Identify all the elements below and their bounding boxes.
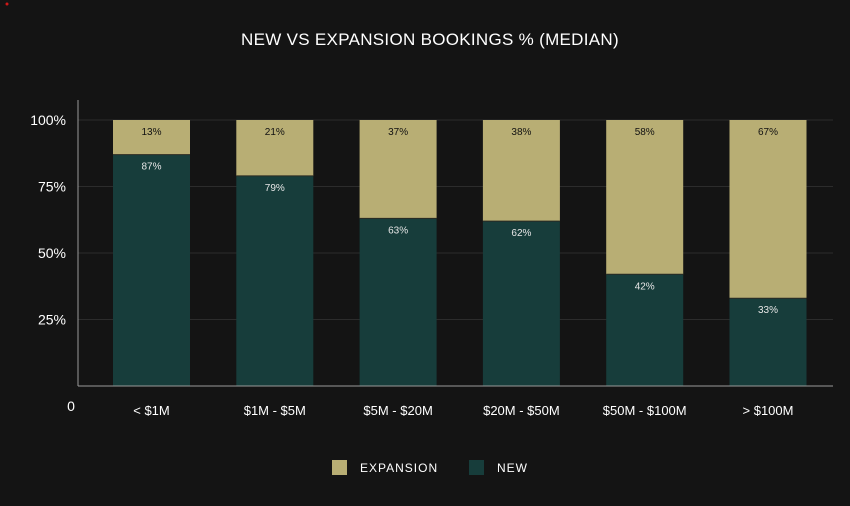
y-axis-ticks: 100% 75% 50% 25% 0 — [30, 112, 75, 414]
y-zero-label: 0 — [67, 398, 75, 414]
x-tick-label: > $100M — [743, 403, 794, 418]
bar-new-5 — [729, 298, 807, 386]
corner-marker — [5, 2, 9, 6]
legend-swatch-expansion — [332, 460, 347, 475]
y-tick-label: 50% — [38, 245, 66, 261]
data-label-expansion: 58% — [635, 127, 655, 138]
bar-new-4 — [606, 274, 684, 386]
y-tick-label: 75% — [38, 179, 66, 195]
legend-label-new: NEW — [497, 461, 528, 475]
chart-title: NEW VS EXPANSION BOOKINGS % (MEDIAN) — [241, 30, 619, 49]
legend-label-expansion: EXPANSION — [360, 461, 438, 475]
bar-expansion-5 — [729, 120, 807, 299]
data-label-new: 79% — [265, 183, 285, 194]
bar-expansion-0 — [113, 120, 190, 155]
data-label-expansion: 38% — [511, 127, 531, 138]
axes — [77, 100, 833, 387]
bar-expansion-2 — [359, 120, 437, 219]
bar-expansion-3 — [482, 120, 560, 222]
x-tick-label: $20M - $50M — [483, 403, 560, 418]
bar-new-1 — [236, 175, 314, 386]
data-label-expansion: 13% — [141, 127, 161, 138]
bar-new-2 — [359, 218, 437, 386]
bar-new-0 — [113, 154, 190, 386]
x-tick-label: < $1M — [133, 403, 170, 418]
bars: 87% 13% 79% 21% 63% 37% 62% 38% 42% 58% 33% 67% — [113, 120, 807, 386]
bar-new-3 — [482, 221, 560, 386]
data-label-new: 33% — [758, 305, 778, 316]
data-label-expansion: 37% — [388, 127, 408, 138]
data-label-new: 63% — [388, 225, 408, 236]
data-label-new: 62% — [511, 228, 531, 239]
data-label-expansion: 67% — [758, 127, 778, 138]
legend-swatch-new — [469, 460, 484, 475]
data-label-expansion: 21% — [265, 127, 285, 138]
x-axis-ticks: < $1M $1M - $5M $5M - $20M $20M - $50M $50M … — [133, 403, 793, 418]
bar-expansion-4 — [606, 120, 684, 275]
x-tick-label: $1M - $5M — [244, 403, 306, 418]
x-tick-label: $50M - $100M — [603, 403, 687, 418]
gridlines — [78, 119, 833, 320]
bar-expansion-1 — [236, 120, 314, 176]
legend: EXPANSION NEW — [332, 460, 528, 475]
y-tick-label: 100% — [30, 112, 66, 128]
data-label-new: 42% — [635, 281, 655, 292]
data-label-new: 87% — [141, 162, 161, 173]
x-tick-label: $5M - $20M — [363, 403, 432, 418]
y-tick-label: 25% — [38, 312, 66, 328]
